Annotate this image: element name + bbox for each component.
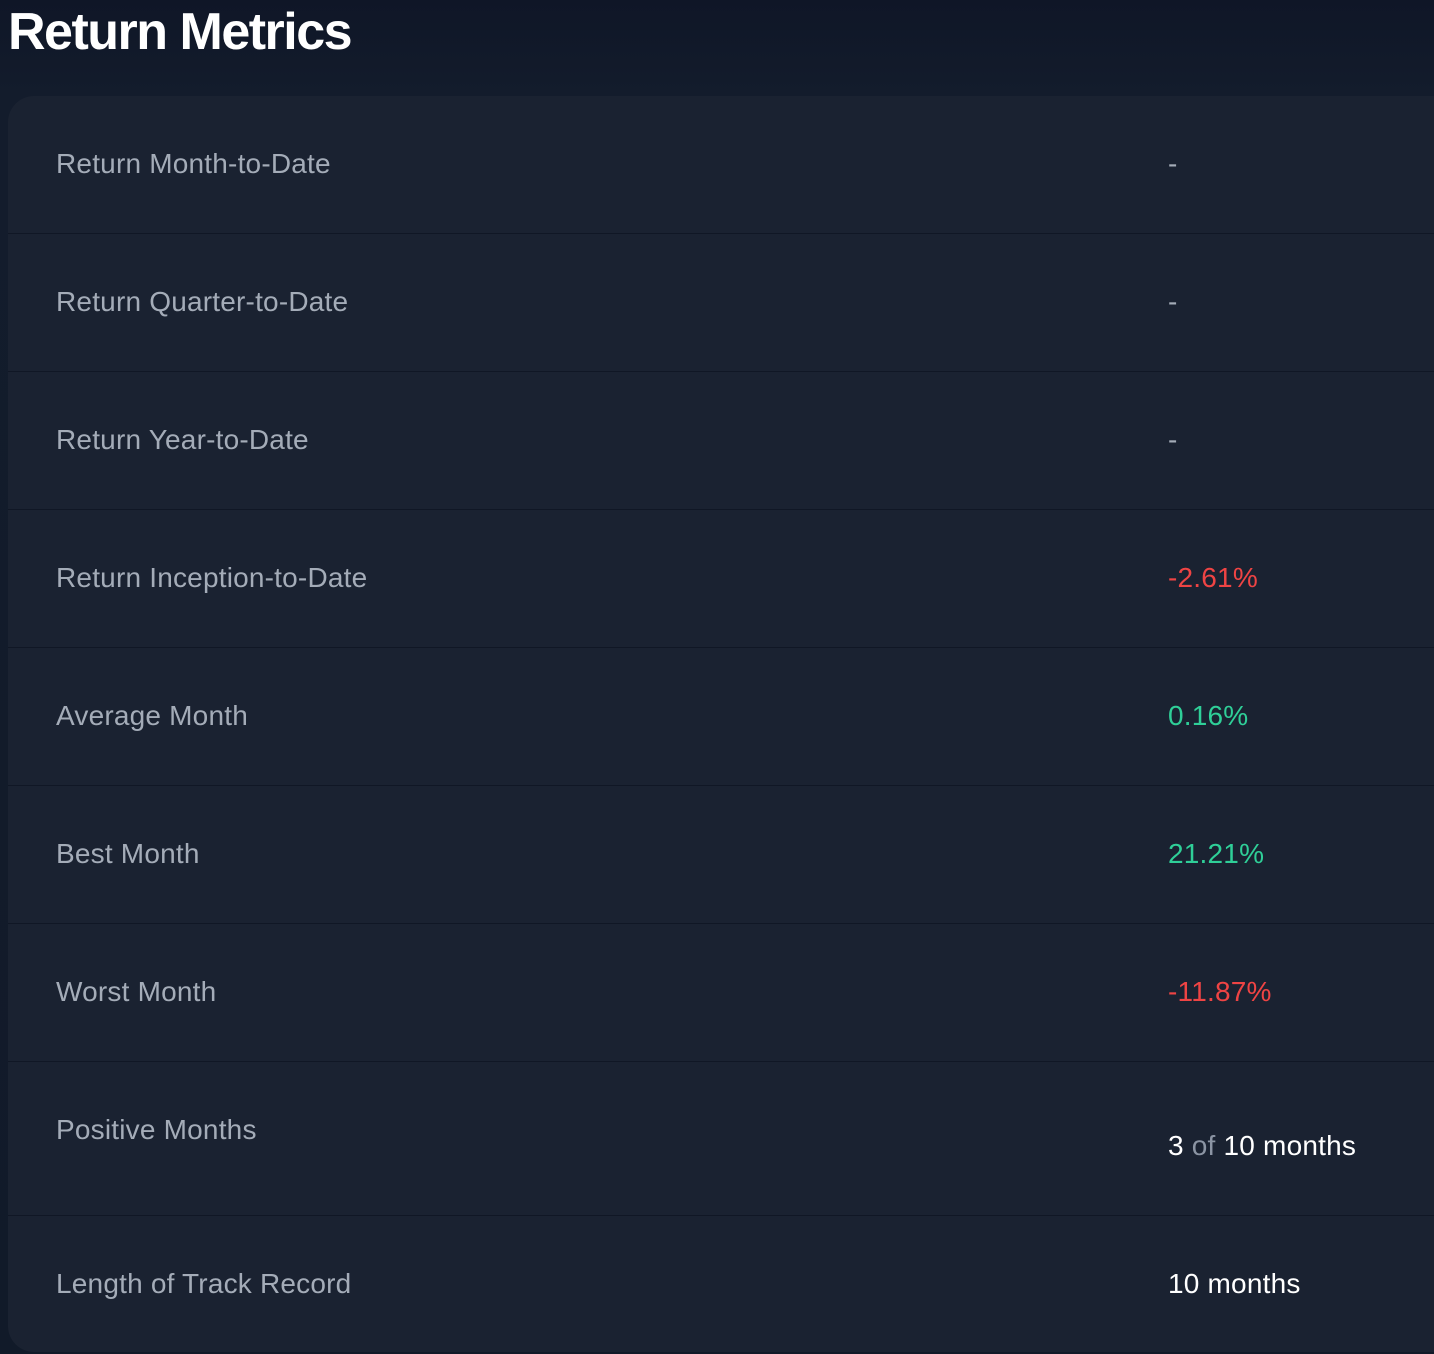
metric-row-best-month: Best Month 21.21% [8,786,1434,924]
metric-label: Return Inception-to-Date [56,562,368,593]
metric-row-quarter-to-date: Return Quarter-to-Date - [8,234,1434,372]
metric-value: -2.61% [1168,562,1258,593]
metric-label: Best Month [56,838,200,869]
return-metrics-card: Return Month-to-Date - Return Quarter-to… [8,96,1434,1352]
metric-row-year-to-date: Return Year-to-Date - [8,372,1434,510]
metric-row-track-record: Length of Track Record 10 months [8,1216,1434,1352]
metric-label: Length of Track Record [56,1268,352,1299]
metric-row-average-month: Average Month 0.16% [8,648,1434,786]
of-word: of [1191,1130,1216,1161]
metric-value: 0.16% [1168,700,1249,731]
metric-row-month-to-date: Return Month-to-Date - [8,96,1434,234]
metric-value: 21.21% [1168,838,1265,869]
metric-value: - [1168,148,1178,179]
metric-value: - [1168,424,1178,455]
metric-label: Return Quarter-to-Date [56,286,349,317]
metric-label: Average Month [56,700,248,731]
metric-value: 3 of 10 months [1168,1128,1356,1164]
metric-label: Worst Month [56,976,217,1007]
metric-label: Return Year-to-Date [56,424,309,455]
metric-value: -11.87% [1168,976,1272,1007]
metric-row-inception-to-date: Return Inception-to-Date -2.61% [8,510,1434,648]
metric-row-worst-month: Worst Month -11.87% [8,924,1434,1062]
total-months: 10 months [1223,1130,1357,1161]
positive-count: 3 [1168,1130,1184,1161]
metric-value: 10 months [1168,1268,1301,1299]
metric-value: - [1168,286,1178,317]
metric-label: Positive Months [56,1114,257,1145]
metric-label: Return Month-to-Date [56,148,331,179]
page-title: Return Metrics [8,3,353,61]
metric-row-positive-months: Positive Months 3 of 10 months [8,1062,1434,1216]
